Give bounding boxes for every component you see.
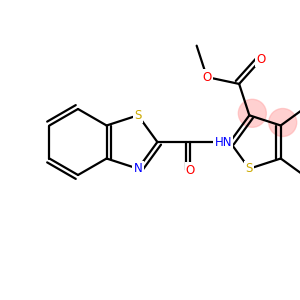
Text: HN: HN	[214, 136, 232, 148]
Text: S: S	[246, 162, 253, 175]
Text: O: O	[202, 70, 212, 84]
Circle shape	[269, 109, 297, 136]
Text: O: O	[186, 164, 195, 176]
Text: S: S	[134, 109, 142, 122]
Text: O: O	[256, 53, 266, 66]
Circle shape	[238, 99, 266, 127]
Text: N: N	[134, 162, 142, 175]
